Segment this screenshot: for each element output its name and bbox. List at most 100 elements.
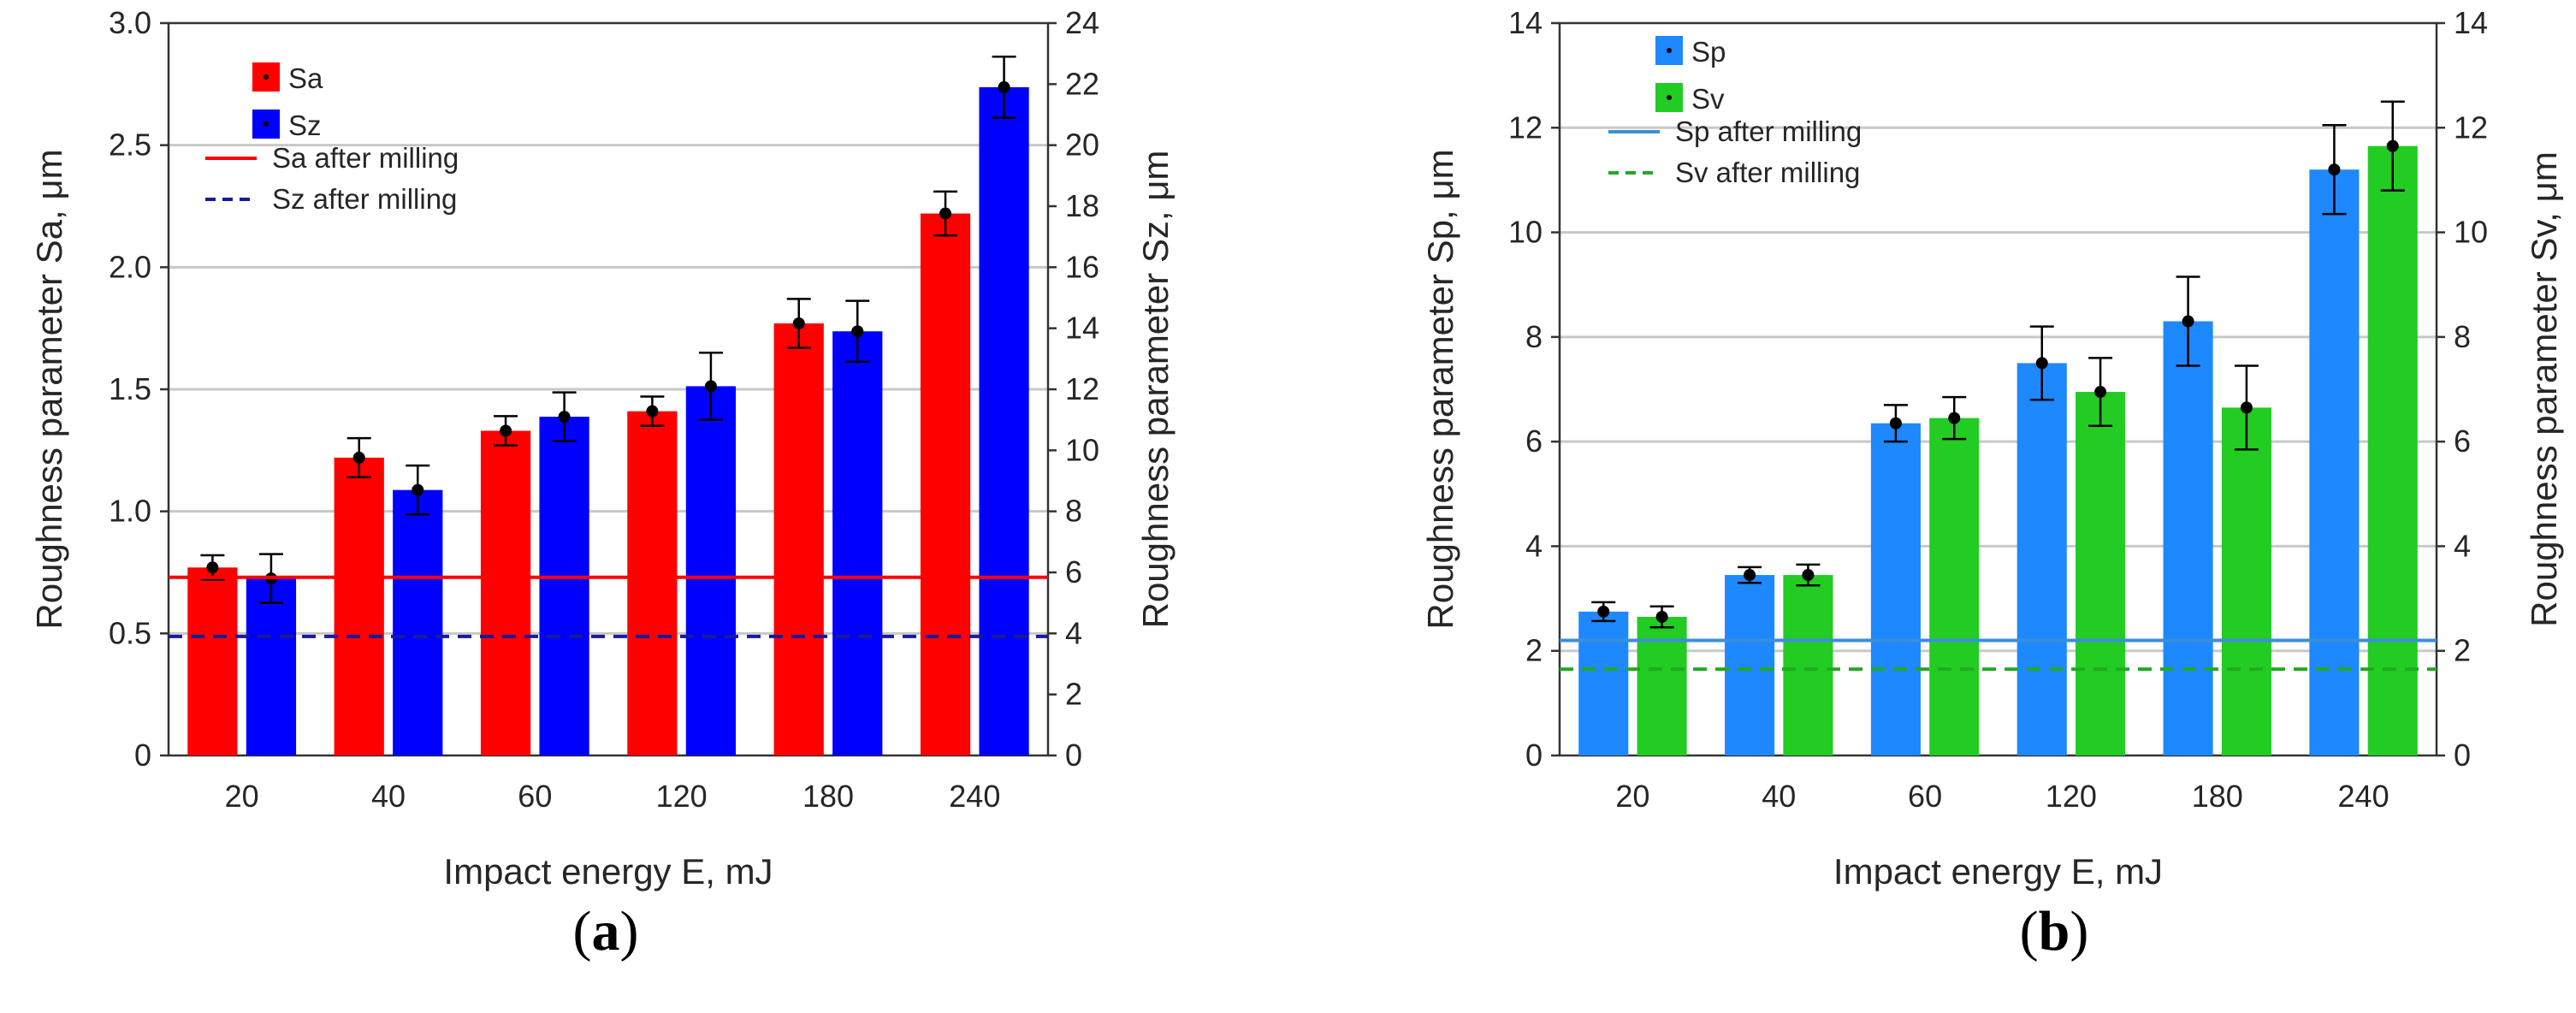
y-right-tick-label: 12 [2454,110,2488,145]
legend-label-sp-after-milling: Sp after milling [1675,116,1862,147]
y-right-tick-label: 2 [1065,677,1082,712]
bar-sa-20 [187,567,238,755]
y-right-tick-label: 0 [2454,738,2471,773]
bar-sp-40 [1725,575,1775,755]
mean-point [1889,417,1902,429]
bar-sp-240 [2309,169,2360,755]
bar-sp-180 [2163,321,2213,755]
y-tick-label: 10 [1508,215,1543,250]
bar-sz-20 [246,578,297,755]
bar-sv-120 [2076,392,2126,755]
y-right-tick-label: 6 [1065,554,1082,589]
legend-label-sz-after-milling: Sz after milling [272,183,457,215]
panel-label: (b) [2020,900,2089,963]
chart-panel-b: 0 2 4 6 8 10 12 14 0 2 4 6 8 10 12 14 20 40 60 120 180 240 Sp S… [1420,5,2564,963]
bar-sa-60 [480,430,531,755]
y-right-axis-title: Roughness parameter Sv, μm [2524,151,2564,627]
bar-sp-60 [1870,423,1921,755]
mean-point [2094,386,2107,399]
y-tick-label: 0 [1525,738,1543,773]
y-right-tick-label: 6 [2454,424,2471,459]
y-tick-label: 2 [1525,633,1543,668]
mean-point [704,380,717,393]
mean-point [2182,315,2194,328]
y-tick-label: 1.5 [109,371,151,406]
y-tick-label: 2.5 [109,127,151,163]
y-right-tick-label: 2 [2454,633,2471,668]
bar-sz-60 [539,417,589,755]
bar-sz-40 [393,489,443,755]
y-right-tick-label: 10 [1065,432,1099,467]
mean-point [2240,401,2253,414]
y-right-tick-label: 8 [2454,319,2471,354]
mean-point [206,561,219,574]
bar-sa-180 [773,323,824,755]
y-right-tick-label: 4 [1065,615,1082,650]
bar-sv-60 [1929,418,1980,755]
legend-label-sa: Sa [288,62,323,94]
bar-sv-20 [1637,616,1687,755]
y-right-tick-label: 4 [2454,528,2471,563]
y-tick-label: 14 [1508,5,1543,40]
x-tick-label: 120 [2046,779,2097,814]
legend-label-sz: Sz [288,110,322,141]
bar-sa-120 [627,411,678,755]
mean-point [2035,357,2048,370]
x-tick-label: 20 [1615,779,1649,814]
x-tick-label: 180 [802,779,854,814]
mean-point [1597,605,1610,618]
mean-point [1744,569,1756,582]
y-tick-label: 0 [134,738,151,773]
bar-sz-120 [685,386,737,755]
y-right-tick-label: 18 [1065,188,1099,223]
x-tick-label: 60 [518,779,552,814]
mean-point [412,483,424,496]
x-tick-label: 40 [371,779,406,814]
y-tick-label: 1.0 [109,494,151,529]
y-tick-label: 4 [1525,528,1543,563]
y-right-tick-label: 14 [2454,5,2488,40]
legend-swatch-dot [264,74,269,80]
y-tick-label: 0.5 [109,615,151,650]
plot-frame [1558,21,2438,757]
panel-label: (a) [573,900,639,963]
x-tick-label: 240 [949,779,1000,814]
mean-point [939,207,952,220]
y-axis-title: Roughness parameter Sp, μm [1420,149,1460,629]
mean-point [1655,610,1668,623]
y-right-tick-label: 22 [1065,66,1099,101]
y-right-tick-label: 12 [1065,371,1099,406]
y-right-tick-label: 0 [1065,738,1082,773]
bar-sv-180 [2221,407,2271,755]
x-tick-label: 180 [2192,779,2243,814]
mean-point [558,411,571,424]
legend-label-sp: Sp [1691,36,1726,68]
y-tick-label: 3.0 [109,5,151,40]
y-tick-label: 8 [1525,319,1543,354]
y-right-tick-label: 16 [1065,249,1099,284]
bar-sv-240 [2367,145,2418,755]
legend-swatch-dot [1667,95,1672,100]
bar-sa-240 [920,213,971,755]
legend-label-sv-after-milling: Sv after milling [1675,157,1860,188]
y-tick-label: 6 [1525,424,1543,459]
chart-panel-a: 00.51.01.52.02.53.0024681012141618202224… [29,5,1175,963]
mean-point [851,325,864,338]
mean-point [792,317,805,329]
y-right-tick-label: 8 [1065,494,1082,529]
mean-point [2386,139,2399,152]
bar-sz-240 [979,86,1029,755]
x-tick-label: 120 [656,779,708,814]
legend-label-sa-after-milling: Sa after milling [272,142,459,174]
x-tick-label: 40 [1762,779,1796,814]
mean-point [1802,569,1815,582]
bar-sz-180 [832,331,883,755]
mean-point [1948,412,1961,424]
x-tick-label: 240 [2338,779,2389,814]
bar-sv-40 [1783,575,1833,755]
mean-point [500,424,512,437]
x-tick-label: 20 [225,779,259,814]
x-axis-title: Impact energy E, mJ [1833,851,2163,892]
y-right-tick-label: 24 [1065,5,1099,40]
